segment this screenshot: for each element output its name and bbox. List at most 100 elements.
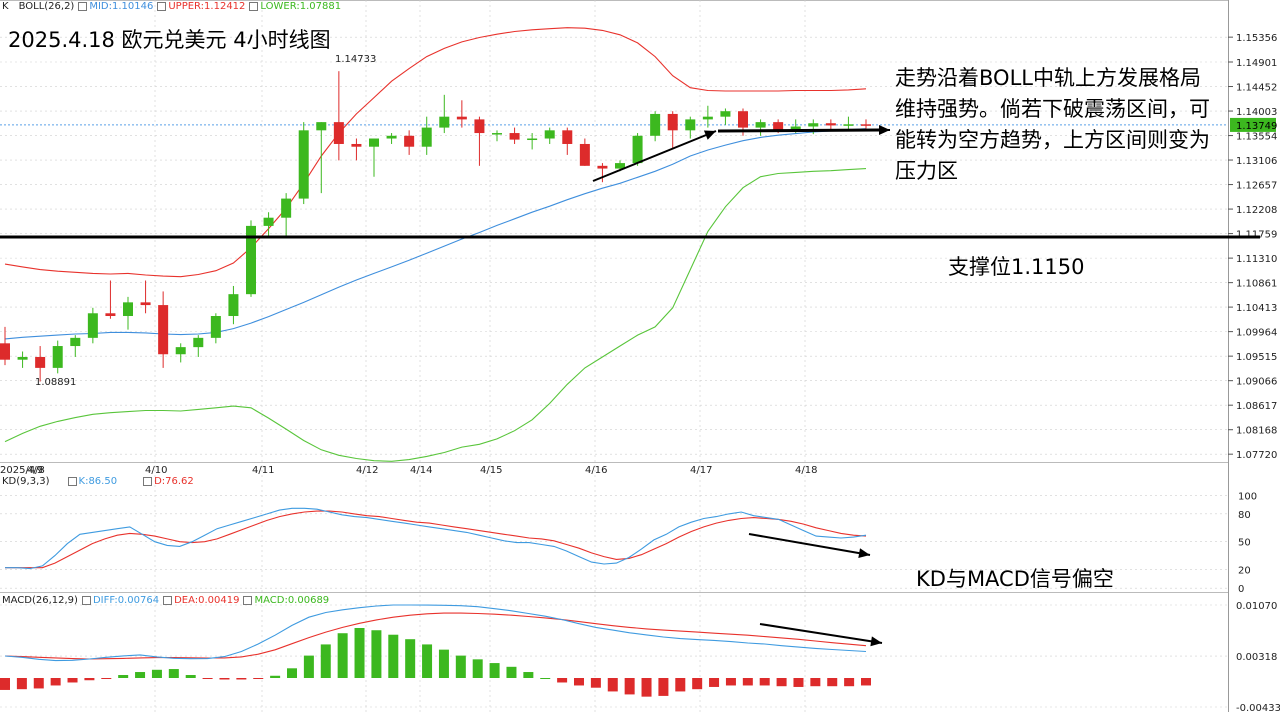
macd-histogram-bar[interactable] [185, 675, 196, 678]
candle-body[interactable] [35, 356, 46, 368]
price-panel[interactable]: 1.14733 1.08891 [0, 27, 1228, 462]
macd-histogram-bar[interactable] [16, 678, 27, 690]
candle-body[interactable] [52, 346, 63, 368]
macd-histogram-bar[interactable] [523, 672, 534, 678]
macd-histogram-bar[interactable] [67, 678, 78, 683]
macd-histogram-bar[interactable] [810, 678, 821, 687]
macd-histogram-bar[interactable] [422, 644, 433, 678]
macd-panel[interactable] [0, 604, 871, 697]
candle-body[interactable] [492, 133, 502, 135]
macd-histogram-bar[interactable] [388, 634, 399, 678]
boll-mid-line[interactable] [4, 128, 867, 340]
candle-body[interactable] [281, 198, 292, 218]
macd-histogram-bar[interactable] [793, 678, 804, 687]
candle-body[interactable] [738, 111, 748, 128]
candle-body[interactable] [579, 143, 590, 166]
candle-body[interactable] [105, 313, 116, 317]
macd-histogram-bar[interactable] [641, 678, 652, 697]
candle-body[interactable] [158, 305, 169, 355]
candle-body[interactable] [140, 302, 151, 306]
macd-histogram-bar[interactable] [489, 663, 500, 678]
candle-body[interactable] [456, 116, 467, 120]
candle-body[interactable] [843, 124, 854, 126]
macd-histogram-bar[interactable] [287, 668, 297, 678]
macd-histogram-bar[interactable] [725, 678, 736, 686]
candle-body[interactable] [597, 165, 608, 169]
macd-histogram-bar[interactable] [506, 666, 517, 678]
candle-body[interactable] [544, 130, 555, 139]
kd-k-line[interactable] [5, 507, 867, 570]
candle-body[interactable] [333, 122, 344, 144]
macd-histogram-bar[interactable] [675, 678, 686, 692]
macd-histogram-bar[interactable] [270, 675, 281, 678]
macd-histogram-bar[interactable] [303, 655, 314, 678]
candle-body[interactable] [404, 135, 415, 147]
candle-body[interactable] [175, 347, 186, 355]
macd-histogram-bar[interactable] [50, 678, 61, 686]
macd-diff-line[interactable] [4, 604, 867, 662]
candle-body[interactable] [702, 116, 713, 120]
candle-body[interactable] [369, 138, 379, 147]
boll-lower-line[interactable] [4, 168, 867, 462]
candle-body[interactable] [70, 337, 81, 347]
kd-d-line[interactable] [5, 510, 867, 569]
macd-histogram-bar[interactable] [236, 678, 247, 680]
candle-body[interactable] [650, 113, 661, 136]
candle-body[interactable] [316, 122, 327, 131]
macd-histogram-bar[interactable] [33, 678, 44, 689]
macd-histogram-bar[interactable] [574, 678, 584, 686]
macd-histogram-bar[interactable] [557, 678, 568, 683]
macd-dea-line[interactable] [4, 612, 867, 660]
macd-histogram-bar[interactable] [759, 678, 770, 686]
macd-histogram-bar[interactable] [709, 678, 720, 687]
candle-body[interactable] [527, 138, 538, 141]
candle-body[interactable] [298, 130, 309, 199]
macd-histogram-bar[interactable] [118, 675, 129, 678]
candle-body[interactable] [421, 127, 432, 147]
candle-body[interactable] [667, 113, 678, 131]
macd-histogram-bar[interactable] [540, 678, 551, 679]
macd-histogram-bar[interactable] [692, 678, 703, 690]
macd-histogram-bar[interactable] [135, 672, 146, 678]
candle-body[interactable] [474, 119, 485, 134]
macd-histogram-bar[interactable] [861, 678, 871, 686]
macd-histogram-bar[interactable] [472, 659, 483, 678]
candle-body[interactable] [773, 122, 784, 131]
candle-body[interactable] [509, 133, 520, 140]
macd-histogram-bar[interactable] [607, 678, 618, 692]
macd-histogram-bar[interactable] [168, 669, 179, 678]
candle-body[interactable] [210, 316, 221, 338]
macd-histogram-bar[interactable] [0, 678, 10, 690]
candle-body[interactable] [386, 135, 397, 139]
candle-body[interactable] [17, 356, 28, 360]
candle-body[interactable] [615, 163, 625, 169]
candle-body[interactable] [790, 126, 801, 131]
macd-histogram-bar[interactable] [202, 678, 213, 679]
macd-histogram-bar[interactable] [253, 678, 264, 679]
candle-body[interactable] [632, 135, 643, 164]
candle-body[interactable] [562, 130, 573, 144]
macd-histogram-bar[interactable] [438, 649, 449, 678]
candle-body[interactable] [825, 123, 836, 126]
macd-histogram-bar[interactable] [101, 678, 112, 679]
candle-body[interactable] [0, 343, 10, 360]
candle-body[interactable] [808, 123, 819, 127]
macd-histogram-bar[interactable] [590, 678, 601, 688]
boll-upper-line[interactable] [4, 27, 867, 278]
candle-body[interactable] [439, 116, 450, 128]
macd-histogram-bar[interactable] [151, 669, 162, 678]
macd-histogram-bar[interactable] [455, 655, 466, 678]
macd-histogram-bar[interactable] [776, 678, 787, 687]
candle-body[interactable] [685, 119, 696, 131]
macd-histogram-bar[interactable] [354, 628, 365, 678]
candle-body[interactable] [720, 111, 731, 117]
macd-histogram-bar[interactable] [337, 633, 348, 678]
macd-histogram-bar[interactable] [84, 678, 95, 681]
macd-histogram-bar[interactable] [827, 678, 838, 687]
candle-body[interactable] [228, 294, 239, 317]
macd-histogram-bar[interactable] [624, 678, 635, 695]
candle-body[interactable] [861, 124, 871, 126]
candle-body[interactable] [351, 143, 362, 147]
macd-histogram-bar[interactable] [371, 630, 382, 678]
